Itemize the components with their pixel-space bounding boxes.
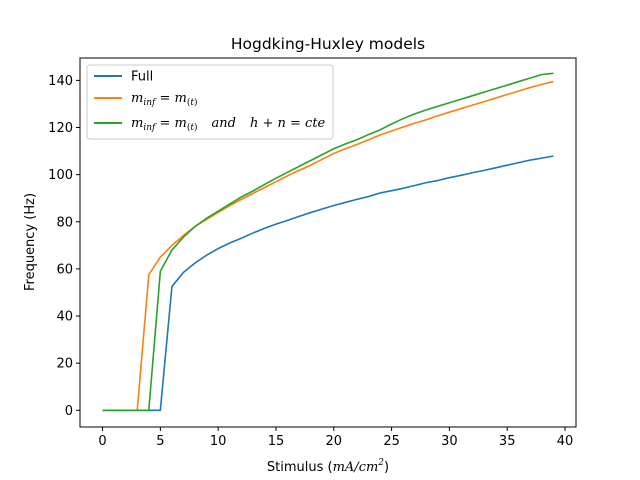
- y-tick-label: 80: [56, 215, 73, 230]
- plot-frame: [79, 57, 577, 428]
- x-axis-label-exp: 2: [377, 458, 384, 468]
- y-tick-label: 40: [56, 310, 73, 325]
- y-tick-label: 100: [48, 168, 73, 183]
- legend-label-minf-cte: minf = m(t) and h + n = cte: [131, 116, 326, 133]
- x-axis-label-text: Stimulus: [267, 460, 324, 475]
- x-tick-label: 5: [156, 434, 164, 449]
- y-tick-label: 0: [65, 404, 73, 419]
- y-tick-label: 60: [56, 262, 73, 277]
- series-line-minf-cte: [102, 72, 554, 412]
- y-tick-label: 120: [48, 121, 73, 136]
- legend-label-full: Full: [131, 70, 153, 85]
- x-tick-label: 40: [557, 434, 574, 449]
- x-tick-label: 0: [98, 434, 106, 449]
- series-lines: [102, 72, 554, 412]
- y-tick-label: 140: [48, 74, 73, 89]
- x-tick-label: 20: [326, 434, 343, 449]
- x-axis-ticks: 0 5 10 15 20 25 30 35 40: [98, 427, 573, 449]
- x-tick-label: 25: [383, 434, 400, 449]
- legend-box: [86, 64, 334, 140]
- x-axis-label-unit: mA/cm: [333, 460, 379, 475]
- x-axis-label: Stimulus (mA/cm2): [267, 458, 389, 475]
- y-axis-ticks: 0 20 40 60 80 100 120 140: [48, 74, 80, 419]
- legend-label-minf: minf = m(t): [131, 91, 198, 108]
- x-tick-label: 35: [499, 434, 516, 449]
- y-tick-label: 20: [56, 357, 73, 372]
- y-axis-label: Frequency (Hz): [23, 193, 38, 291]
- chart-title: Hogdking-Huxley models: [231, 35, 425, 53]
- x-tick-label: 10: [210, 434, 227, 449]
- x-tick-label: 15: [268, 434, 285, 449]
- legend: Full minf = m(t) minf = m(t) and h + n = c…: [86, 64, 334, 140]
- x-tick-label: 30: [441, 434, 458, 449]
- series-line-minf: [102, 80, 554, 412]
- series-line-full: [102, 155, 554, 412]
